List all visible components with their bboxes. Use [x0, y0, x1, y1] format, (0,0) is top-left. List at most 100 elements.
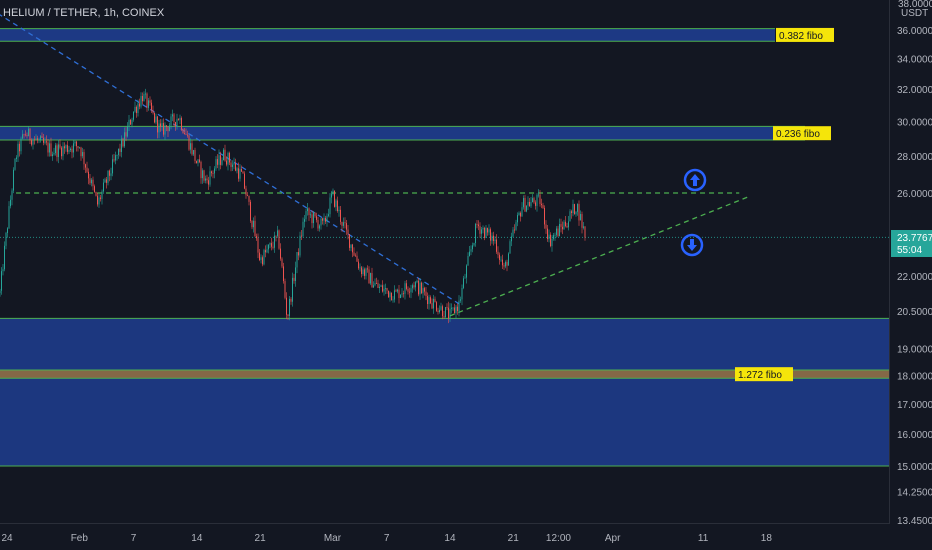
candle	[310, 214, 311, 216]
fibo-zone-1[interactable]	[0, 28, 775, 42]
candle	[295, 267, 296, 281]
candle	[248, 195, 250, 202]
candle	[401, 293, 403, 295]
candle	[181, 118, 182, 130]
candle	[557, 228, 559, 237]
candle	[563, 221, 565, 230]
candle	[407, 288, 409, 292]
time-tick-label: 14	[191, 533, 203, 544]
candle	[163, 123, 164, 135]
candle	[283, 266, 284, 282]
candle	[22, 134, 23, 139]
candle	[460, 299, 461, 301]
candle	[173, 114, 175, 123]
candle	[472, 245, 473, 250]
candle	[1, 271, 2, 291]
candle	[320, 218, 322, 226]
candle	[98, 197, 100, 205]
candle	[335, 200, 337, 207]
candle	[80, 147, 82, 157]
candle	[506, 261, 508, 266]
candle	[230, 162, 232, 167]
candle	[128, 119, 130, 127]
candle	[56, 145, 58, 158]
candle	[376, 283, 377, 284]
candle	[14, 158, 16, 170]
candle	[166, 125, 167, 128]
candle	[199, 159, 200, 162]
candle	[539, 194, 541, 204]
candle	[19, 143, 20, 152]
candle	[41, 136, 43, 138]
candle	[340, 209, 341, 222]
time-axis-panel[interactable]	[0, 523, 890, 550]
candle	[488, 229, 490, 233]
candle	[517, 215, 518, 223]
price-tick-label: 19.0000	[897, 345, 932, 356]
candle	[491, 235, 493, 241]
candle	[337, 200, 338, 212]
arrow-up-circle-icon[interactable]	[683, 168, 707, 192]
candle	[350, 244, 352, 248]
candle	[46, 141, 47, 143]
candle	[512, 229, 514, 237]
candle	[158, 123, 160, 133]
candle	[355, 255, 356, 257]
fibo-zone-2[interactable]	[0, 126, 805, 141]
candle	[494, 239, 496, 241]
candle	[212, 173, 214, 174]
candle	[448, 307, 449, 319]
price-tick-label: 15.0000	[897, 462, 932, 473]
candle	[370, 273, 371, 284]
candle	[47, 142, 49, 153]
candle	[221, 160, 223, 165]
candle	[134, 106, 136, 112]
candle	[109, 170, 110, 176]
fibo-zone-3[interactable]	[0, 370, 890, 379]
candle	[38, 139, 40, 141]
candle	[23, 134, 25, 136]
candle	[172, 114, 173, 117]
candle	[458, 300, 460, 312]
arrow-down-circle-icon[interactable]	[680, 233, 704, 257]
candle	[353, 252, 355, 256]
candle	[218, 155, 220, 165]
candle	[542, 205, 544, 208]
candle	[205, 178, 206, 181]
candle	[160, 123, 161, 127]
candle	[242, 171, 244, 174]
candle	[311, 214, 313, 224]
candle	[11, 190, 13, 200]
candle	[131, 119, 133, 125]
time-tick-label: 18	[761, 533, 773, 544]
candle	[380, 285, 382, 287]
candle	[358, 261, 359, 269]
price-axis-panel[interactable]	[890, 0, 932, 550]
candle	[470, 249, 472, 252]
candle	[545, 224, 547, 229]
candle	[313, 212, 314, 224]
candle	[32, 139, 34, 145]
candle	[211, 171, 212, 174]
fibo-label-bg	[773, 126, 831, 141]
candle	[107, 170, 109, 183]
candle	[50, 143, 52, 157]
time-tick-label: 7	[131, 533, 137, 544]
candle	[290, 298, 292, 302]
candle	[443, 316, 445, 318]
candle	[77, 146, 79, 148]
candle	[164, 125, 166, 135]
price-tick-label: 32.0000	[897, 85, 932, 96]
candle	[151, 102, 152, 110]
candle	[454, 307, 455, 314]
candle	[500, 259, 502, 261]
candle	[191, 143, 193, 155]
candle	[428, 297, 430, 305]
support-zone[interactable]	[0, 318, 890, 466]
candle	[265, 250, 266, 253]
candle	[142, 96, 143, 102]
candle	[418, 280, 419, 295]
candle	[461, 287, 463, 300]
candle	[560, 224, 562, 227]
